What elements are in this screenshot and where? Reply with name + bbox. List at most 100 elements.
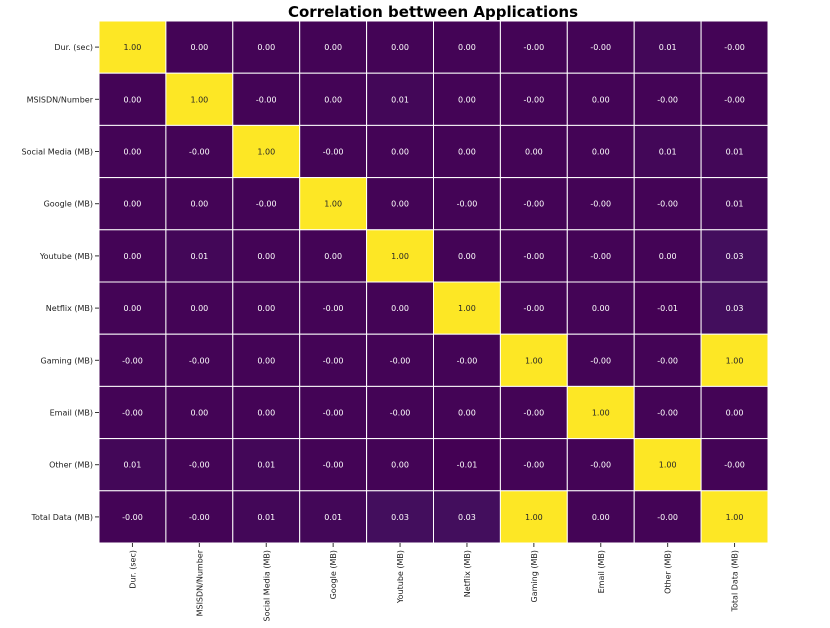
heatmap-cell: [299, 385, 368, 440]
heatmap-cell: [232, 124, 301, 179]
heatmap-cell: [700, 438, 769, 492]
cell-value-label: -0.00: [724, 95, 745, 104]
cell-value-label: 0.00: [458, 95, 476, 104]
heatmap-cell: [700, 124, 769, 179]
cell-value-label: 0.00: [190, 200, 208, 209]
heatmap-cell: [98, 281, 167, 335]
heatmap-cell: [299, 438, 368, 492]
heatmap-cell: [366, 124, 435, 179]
cell-value-label: -0.00: [724, 43, 745, 52]
cell-value-label: 0.00: [592, 148, 610, 157]
cell-value-label: -0.00: [590, 43, 611, 52]
cell-value-label: -0.00: [323, 409, 344, 418]
heatmap-cell: [700, 490, 769, 544]
cell-value-label: -0.00: [523, 304, 544, 313]
heatmap-cell: [633, 490, 702, 544]
cell-value-label: 0.00: [458, 252, 476, 261]
cell-value-label: -0.00: [122, 409, 143, 418]
heatmap-cell: [633, 333, 702, 387]
cell-value-label: 1.00: [257, 148, 275, 157]
heatmap-cell: [165, 385, 234, 440]
y-tick-label: Dur. (sec): [54, 43, 93, 52]
cell-value-label: 0.00: [190, 304, 208, 313]
heatmap-cell: [366, 490, 435, 544]
cell-value-label: -0.00: [590, 200, 611, 209]
heatmap-cell: [633, 177, 702, 231]
cell-value-label: 1.00: [124, 43, 142, 52]
heatmap-cell: [98, 333, 167, 387]
y-tick-label: Google (MB): [44, 200, 93, 209]
cell-value-label: 0.00: [257, 43, 275, 52]
heatmap-cell: [165, 124, 234, 179]
cell-value-label: -0.00: [523, 409, 544, 418]
y-tick-label: Email (MB): [50, 409, 93, 418]
cell-value-label: -0.00: [256, 200, 277, 209]
cell-value-label: -0.00: [122, 513, 143, 522]
cell-value-label: 0.00: [257, 304, 275, 313]
y-tick-label: Youtube (MB): [39, 252, 93, 261]
heatmap-cell: [566, 333, 635, 387]
heatmap-cell: [700, 177, 769, 231]
cell-value-label: 0.00: [190, 409, 208, 418]
heatmap-cell: [633, 124, 702, 179]
heatmap-cell: [566, 72, 635, 126]
y-tick-label: Social Media (MB): [22, 148, 93, 157]
x-axis-tick-labels: Dur. (sec) MSISDN/Number Social Media (MB)…: [128, 543, 740, 621]
cell-value-label: -0.00: [657, 409, 678, 418]
heatmap-cell: [433, 72, 501, 126]
heatmap-cell: [366, 281, 435, 335]
cell-value-label: -0.00: [256, 95, 277, 104]
cell-value-label: 0.00: [124, 304, 142, 313]
cell-value-label: -0.00: [189, 513, 210, 522]
heatmap-cell: [165, 20, 234, 74]
y-tick-label: Netflix (MB): [46, 304, 93, 313]
cell-value-label: -0.00: [122, 356, 143, 365]
cell-value-label: 0.01: [190, 252, 208, 261]
cell-value-label: 0.00: [324, 43, 342, 52]
heatmap-cell: [700, 385, 769, 440]
cell-value-label: 0.00: [525, 148, 543, 157]
heatmap-cell: [433, 385, 501, 440]
heatmap-cell: [499, 385, 568, 440]
cell-value-label: 0.00: [391, 43, 409, 52]
heatmap-cell: [433, 490, 501, 544]
heatmap-cell: [499, 72, 568, 126]
cell-value-label: 0.00: [391, 461, 409, 470]
heatmap-cell: [433, 177, 501, 231]
cell-value-label: -0.01: [457, 461, 478, 470]
cell-value-label: 0.00: [592, 95, 610, 104]
cell-value-label: -0.00: [323, 148, 344, 157]
cell-value-label: 0.00: [257, 356, 275, 365]
cell-value-label: 0.00: [726, 409, 744, 418]
x-tick-label: Gaming (MB): [530, 550, 539, 602]
heatmap-cell: [499, 438, 568, 492]
heatmap-cell: [299, 333, 368, 387]
heatmap-cell: [499, 124, 568, 179]
heatmap-cell: [98, 20, 167, 74]
y-axis-tick-labels: Dur. (sec) MSISDN/Number Social Media (MB)…: [22, 43, 99, 522]
y-tick-label: MSISDN/Number: [27, 95, 94, 104]
cell-value-label: 0.00: [124, 95, 142, 104]
cell-value-label: 0.01: [124, 461, 142, 470]
heatmap-cell: [566, 20, 635, 74]
cell-value-label: 0.01: [391, 95, 409, 104]
cell-value-label: -0.00: [590, 252, 611, 261]
cell-value-label: -0.00: [523, 252, 544, 261]
x-tick-label: MSISDN/Number: [195, 549, 204, 616]
cell-value-label: 0.00: [124, 200, 142, 209]
heatmap-cell: [232, 281, 301, 335]
heatmap-cell: [633, 438, 702, 492]
cell-value-label: 1.00: [525, 356, 543, 365]
x-tick-label: Netflix (MB): [463, 550, 472, 597]
heatmap-cell: [499, 333, 568, 387]
heatmap-cell: [232, 438, 301, 492]
cell-value-label: 0.00: [324, 252, 342, 261]
cell-value-label: 0.01: [726, 148, 744, 157]
cell-value-label: -0.00: [657, 513, 678, 522]
cell-value-label: 0.03: [391, 513, 409, 522]
heatmap-cell: [566, 438, 635, 492]
heatmap-cell: [433, 229, 501, 283]
x-tick-label: Other (MB): [664, 550, 673, 594]
cell-value-label: 0.00: [124, 148, 142, 157]
heatmap-cell: [433, 333, 501, 387]
